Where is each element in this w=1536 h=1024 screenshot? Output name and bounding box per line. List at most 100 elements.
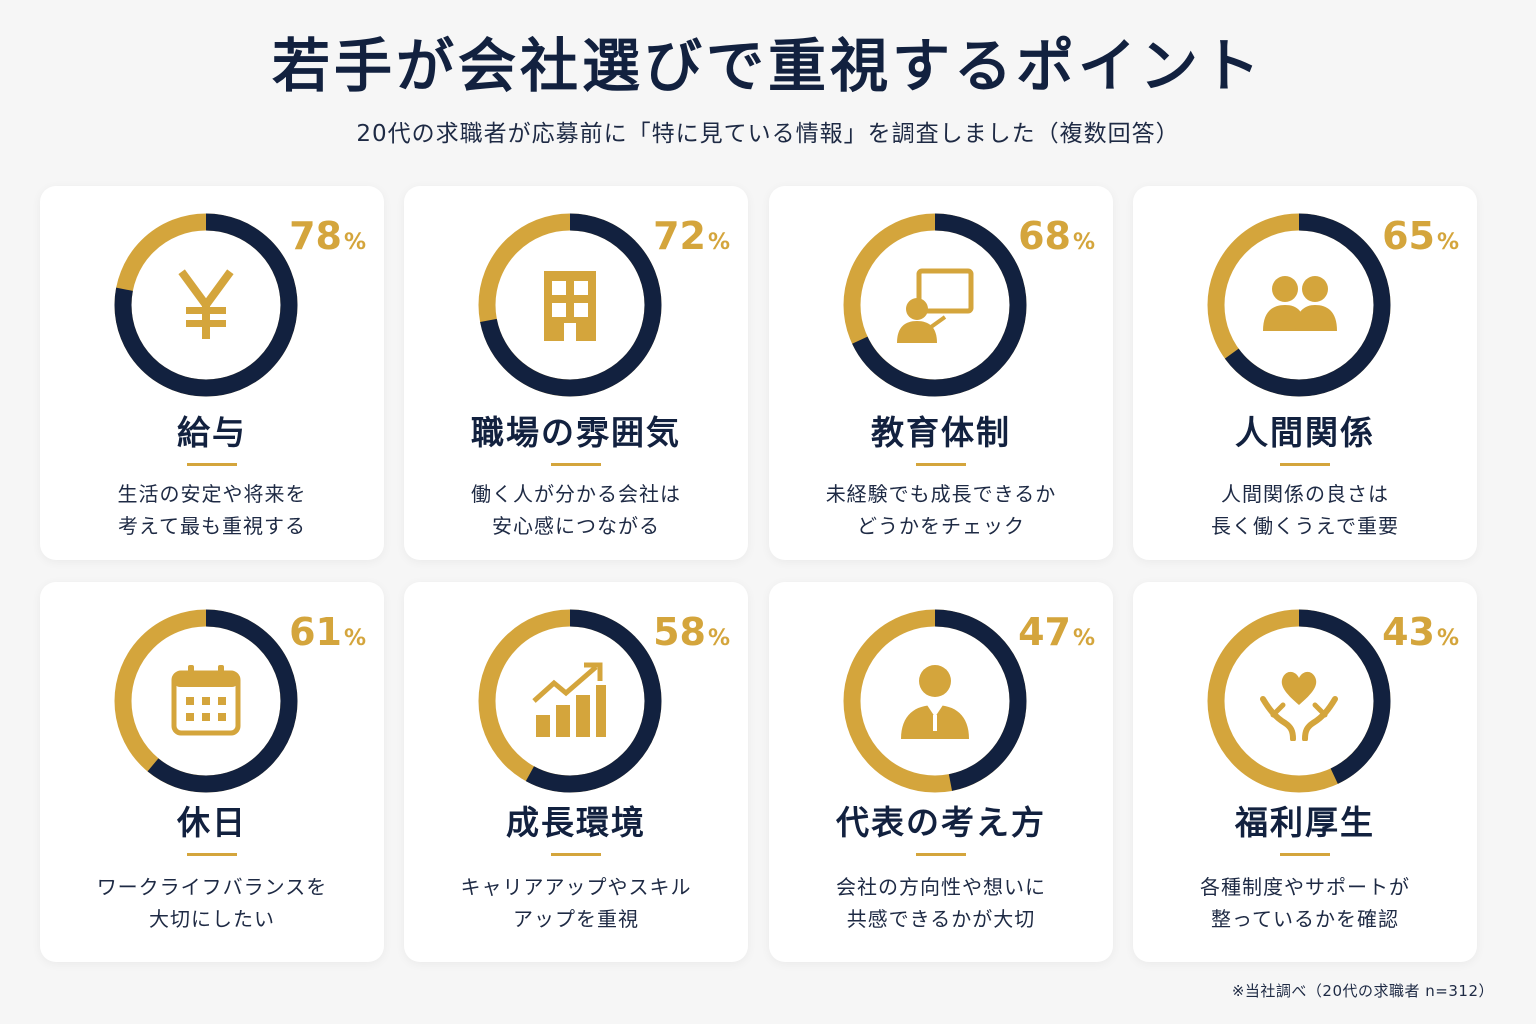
description-line: 整っているかを確認 (1211, 907, 1399, 931)
description-line: 安心感につながる (492, 514, 660, 538)
card-label: 職場の雰囲気 (471, 413, 681, 452)
description-line: 長く働くうえで重要 (1211, 514, 1399, 538)
point-card: 68% 教育体制未経験でも成長できるか どうかをチェック (769, 186, 1113, 560)
percent-number: 58 (653, 610, 706, 654)
description-line: キャリアアップやスキル (460, 875, 692, 899)
accent-divider (916, 853, 966, 856)
description-line: 生活の安定や将来を (117, 482, 307, 506)
point-card: 78% 給与生活の安定や将来を 考えて最も重視する (40, 186, 384, 560)
heart-hands-icon (1260, 671, 1338, 741)
calendar-icon (171, 665, 241, 736)
point-card: 47% 代表の考え方会社の方向性や想いに 共感できるかが大切 (769, 582, 1113, 962)
description-line: 共感できるかが大切 (846, 907, 1036, 931)
card-description: 各種制度やサポートが 整っているかを確認 (1133, 871, 1477, 935)
building-icon (544, 271, 596, 341)
card-label: 成長環境 (506, 803, 646, 842)
growth-chart-icon (532, 662, 606, 737)
percent-symbol: % (1072, 626, 1095, 651)
card-label: 福利厚生 (1235, 803, 1375, 842)
donut-chart (1207, 609, 1391, 793)
donut-chart (1207, 213, 1391, 397)
donut-chart (114, 609, 298, 793)
description-line: 会社の方向性や想いに (836, 875, 1046, 899)
description-line: ワークライフバランスを (96, 875, 328, 899)
donut-value-arc (478, 609, 662, 793)
description-line: 未経験でも成長できるか (825, 482, 1057, 506)
accent-divider (1280, 463, 1330, 466)
card-description: 人間関係の良さは 長く働くうえで重要 (1133, 478, 1477, 542)
percent-value: 61% (289, 610, 366, 654)
donut-chart (114, 213, 298, 397)
donut-chart (478, 213, 662, 397)
card-description: 会社の方向性や想いに 共感できるかが大切 (769, 871, 1113, 935)
description-line: どうかをチェック (857, 514, 1025, 538)
donut-value-arc (843, 213, 1027, 397)
donut-value-arc (114, 213, 298, 397)
percent-number: 61 (289, 610, 342, 654)
accent-divider (551, 463, 601, 466)
percent-value: 43% (1382, 610, 1459, 654)
people-icon (1263, 276, 1337, 331)
card-description: キャリアアップやスキル アップを重視 (404, 871, 748, 935)
donut-value-arc (114, 609, 298, 793)
percent-symbol: % (1436, 626, 1459, 651)
point-card: 72% 職場の雰囲気働く人が分かる会社は 安心感につながる (404, 186, 748, 560)
percent-value: 72% (653, 214, 730, 258)
description-line: 大切にしたい (149, 907, 275, 931)
accent-divider (551, 853, 601, 856)
point-card: 43% 福利厚生各種制度やサポートが 整っているかを確認 (1133, 582, 1477, 962)
card-description: 働く人が分かる会社は 安心感につながる (404, 478, 748, 542)
card-label: 休日 (177, 803, 247, 842)
footnote: ※当社調べ（20代の求職者 n=312） (1231, 982, 1494, 1000)
donut-value-arc (1207, 213, 1391, 397)
donut-value-arc (478, 213, 662, 397)
percent-symbol: % (707, 626, 730, 651)
card-label: 教育体制 (871, 413, 1011, 452)
percent-symbol: % (1436, 230, 1459, 255)
percent-symbol: % (707, 230, 730, 255)
accent-divider (187, 853, 237, 856)
percent-value: 78% (289, 214, 366, 258)
description-line: 考えて最も重視する (118, 514, 306, 538)
percent-value: 47% (1018, 610, 1095, 654)
accent-divider (1280, 853, 1330, 856)
percent-symbol: % (343, 626, 366, 651)
yen-icon (178, 269, 234, 339)
donut-chart (478, 609, 662, 793)
point-card: 58% 成長環境キャリアアップやスキル アップを重視 (404, 582, 748, 962)
description-line: 各種制度やサポートが (1200, 875, 1410, 899)
percent-symbol: % (1072, 230, 1095, 255)
point-card: 61% 休日ワークライフバランスを 大切にしたい (40, 582, 384, 962)
card-label: 代表の考え方 (836, 803, 1046, 842)
point-card: 65% 人間関係人間関係の良さは 長く働くうえで重要 (1133, 186, 1477, 560)
card-description: ワークライフバランスを 大切にしたい (40, 871, 384, 935)
executive-icon (901, 665, 969, 739)
donut-value-arc (1207, 609, 1391, 793)
donut-chart (843, 213, 1027, 397)
percent-number: 72 (653, 214, 706, 258)
percent-number: 47 (1018, 610, 1071, 654)
card-description: 生活の安定や将来を 考えて最も重視する (40, 478, 384, 542)
percent-number: 68 (1018, 214, 1071, 258)
page-subtitle: 20代の求職者が応募前に「特に見ている情報」を調査しました（複数回答） (356, 121, 1180, 147)
description-line: 人間関係の良さは (1221, 482, 1389, 506)
percent-number: 43 (1382, 610, 1435, 654)
percent-value: 68% (1018, 214, 1095, 258)
accent-divider (187, 463, 237, 466)
page-title: 若手が会社選びで重視するポイント (271, 32, 1264, 100)
percent-number: 78 (289, 214, 342, 258)
card-description: 未経験でも成長できるか どうかをチェック (769, 478, 1113, 542)
card-label: 給与 (177, 413, 247, 452)
card-label: 人間関係 (1235, 413, 1375, 452)
description-line: 働く人が分かる会社は (471, 482, 681, 506)
description-line: アップを重視 (513, 907, 639, 931)
percent-number: 65 (1382, 214, 1435, 258)
donut-value-arc (843, 609, 1027, 793)
percent-value: 58% (653, 610, 730, 654)
donut-chart (843, 609, 1027, 793)
teacher-board-icon (897, 268, 974, 343)
percent-value: 65% (1382, 214, 1459, 258)
percent-symbol: % (343, 230, 366, 255)
accent-divider (916, 463, 966, 466)
